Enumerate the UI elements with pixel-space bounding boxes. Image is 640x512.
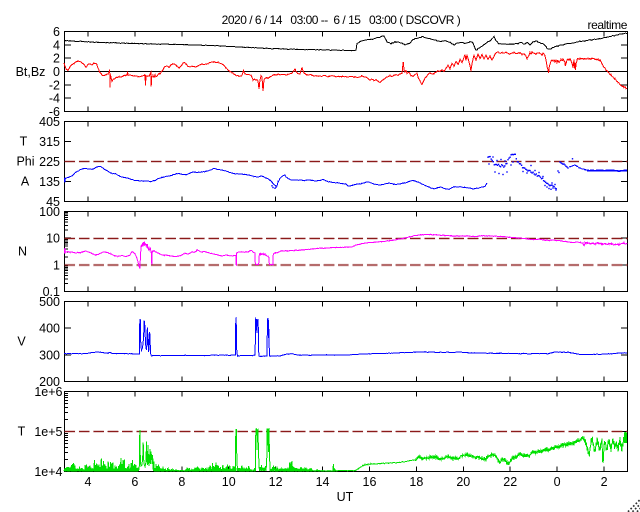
svg-text:0: 0 (53, 65, 60, 79)
svg-text:2: 2 (601, 475, 608, 489)
svg-text:8: 8 (178, 475, 185, 489)
svg-text:UT: UT (337, 490, 354, 504)
svg-text:18: 18 (409, 475, 423, 489)
svg-text:315: 315 (39, 135, 60, 149)
svg-text:16: 16 (363, 475, 377, 489)
svg-text:1e+4: 1e+4 (34, 465, 62, 479)
svg-text:-2: -2 (49, 78, 60, 92)
svg-text:T: T (18, 425, 26, 439)
svg-text:300: 300 (39, 348, 60, 362)
svg-text:-6: -6 (49, 105, 60, 119)
svg-text:22: 22 (503, 475, 517, 489)
svg-text:20: 20 (456, 475, 470, 489)
svg-text:14: 14 (316, 475, 330, 489)
svg-text:500: 500 (39, 295, 60, 309)
svg-text:1e+6: 1e+6 (34, 385, 62, 399)
svg-text:200: 200 (39, 375, 60, 389)
svg-text:0.1: 0.1 (43, 285, 60, 299)
svg-text:100: 100 (39, 205, 60, 219)
svg-text:1: 1 (53, 258, 60, 272)
svg-text:Bt,Bz: Bt,Bz (16, 65, 46, 79)
svg-text:6: 6 (53, 25, 60, 39)
svg-text:1e+5: 1e+5 (34, 425, 62, 439)
svg-text:realtime: realtime (588, 18, 628, 32)
svg-text:A: A (21, 175, 30, 189)
svg-text:405: 405 (39, 115, 60, 129)
svg-text:4: 4 (53, 38, 60, 52)
svg-text:2020 / 6 / 14 03:00 -- 6 /: 2020 / 6 / 14 03:00 -- 6 / 15 03:00 ( DS… (222, 13, 461, 27)
svg-text:10: 10 (46, 232, 60, 246)
svg-text:135: 135 (39, 175, 60, 189)
svg-text:T: T (20, 135, 28, 149)
svg-text:45: 45 (46, 195, 60, 209)
svg-text:400: 400 (39, 322, 60, 336)
svg-text:4: 4 (84, 475, 91, 489)
svg-text:12: 12 (269, 475, 283, 489)
svg-text:0: 0 (554, 475, 561, 489)
svg-text:10: 10 (222, 475, 236, 489)
svg-text:-4: -4 (49, 92, 60, 106)
svg-text:225: 225 (39, 155, 60, 169)
svg-text:V: V (17, 335, 26, 349)
svg-text:N: N (18, 245, 27, 259)
svg-text:6: 6 (131, 475, 138, 489)
svg-text:Phi: Phi (16, 155, 34, 169)
svg-text:2: 2 (53, 52, 60, 66)
